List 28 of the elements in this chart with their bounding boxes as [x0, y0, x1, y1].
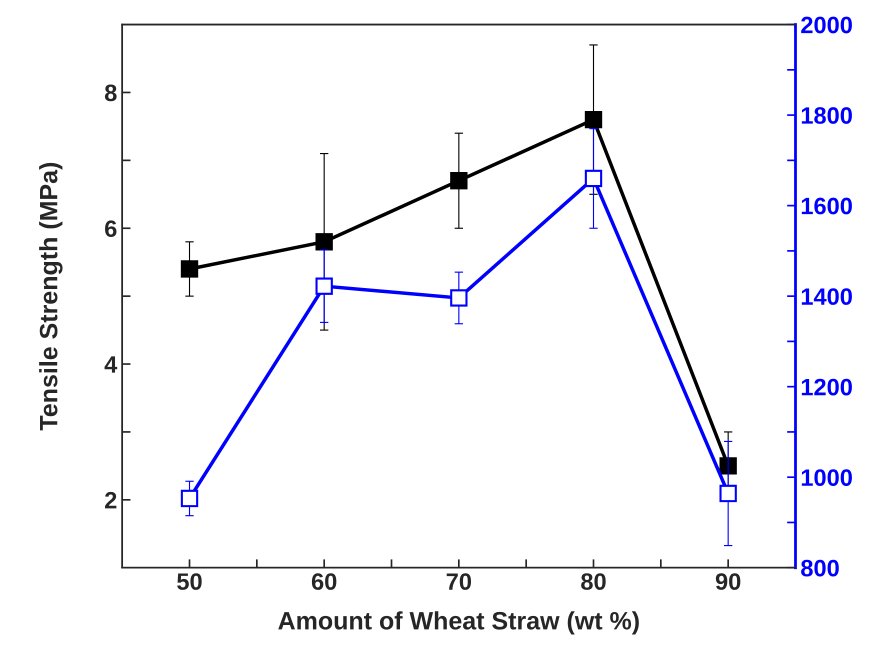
y2-tick-label: 1000 [802, 469, 852, 486]
y-tick-label: 2 [105, 492, 116, 508]
point [450, 172, 468, 190]
x-tick-label: 50 [177, 573, 202, 590]
y2-tick-label: 1400 [802, 288, 852, 305]
y2-tick-label: 1600 [802, 198, 852, 214]
x-tick-label: 70 [446, 573, 472, 590]
point [315, 278, 333, 295]
y-tick-label: 4 [104, 356, 118, 373]
point [584, 110, 602, 128]
point [180, 490, 198, 508]
point [450, 289, 468, 307]
point [719, 457, 737, 475]
y2-tick-label: 1800 [802, 107, 852, 124]
x-tick-label: 60 [312, 573, 336, 590]
y-axis-title: Tensile Strength (MPa) [39, 162, 63, 430]
y-tick-label: 6 [105, 220, 116, 238]
point [719, 484, 737, 502]
x-tick-label: 80 [581, 573, 606, 590]
point [180, 260, 198, 278]
y2-tick-label: 2000 [801, 16, 852, 34]
y-tick-label: 8 [104, 84, 117, 102]
point [584, 170, 602, 188]
x-axis-title: Amount of Wheat Straw (wt %) [278, 611, 639, 635]
y2-tick-label: 1200 [802, 378, 852, 396]
y2-tick-label: 800 [801, 560, 839, 577]
x-tick-label: 90 [716, 573, 740, 590]
point [315, 233, 333, 251]
